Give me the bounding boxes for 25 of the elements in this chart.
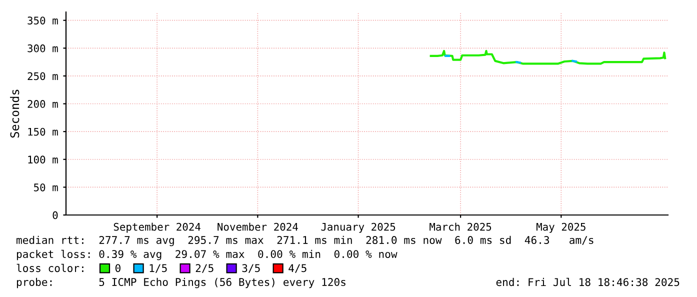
y-tick-label: 150 m — [28, 128, 58, 136]
legend-title: loss color: — [16, 264, 84, 272]
x-tick-label: September 2024 — [114, 222, 200, 233]
y-tick-label: 50 m — [34, 183, 58, 192]
x-tick-label: May 2025 — [536, 222, 586, 233]
y-tick-label: 300 m — [28, 44, 58, 52]
legend-label: 1/5 — [150, 264, 167, 273]
y-axis-title: Seconds — [10, 90, 20, 138]
text: end: Fri Jul 18 18:46:38 2025 — [496, 278, 680, 286]
text: probe: 5 ICMP Echo Pings (56 Bytes) every 120s — [16, 278, 346, 288]
y-tick-label: 0 — [52, 211, 58, 220]
y-tick-label: 200 m — [28, 100, 58, 108]
x-tick-label: January 2025 — [321, 222, 396, 233]
x-tick-label: November 2024 — [218, 222, 298, 231]
y-tick-label: 350 m — [28, 16, 58, 24]
text: median rtt: 277.7 ms avg 295.7 ms max 271.1 ms min 281.0 ms now 6.0 ms sd 46.3 am/s — [16, 236, 594, 246]
x-tick-label: March 2025 — [430, 222, 492, 231]
text: packet loss: 0.39 % avg 29.07 % max 0.00 % min 0.00 % now — [16, 250, 398, 260]
y-tick-label: 250 m — [28, 72, 58, 80]
legend-label: 2/5 — [196, 264, 214, 273]
legend-label: 0 — [115, 264, 120, 272]
line-series — [430, 50, 666, 65]
legend-label: 4/5 — [288, 264, 306, 273]
y-tick-label: 100 m — [28, 156, 58, 164]
legend-label: 3/5 — [242, 264, 260, 273]
